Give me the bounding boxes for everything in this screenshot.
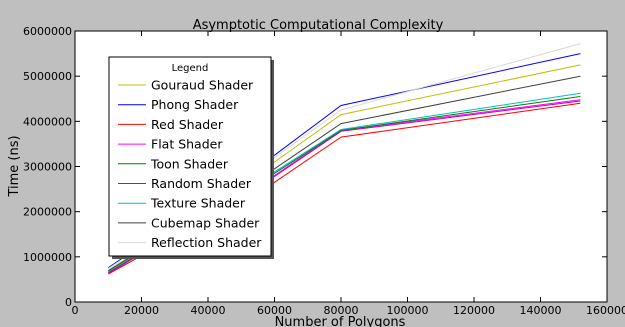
legend-label: Gouraud Shader — [151, 78, 254, 93]
y-tick-label: 3000000 — [23, 161, 72, 174]
legend-label: Cubemap Shader — [151, 215, 260, 230]
legend-title: Legend — [172, 63, 209, 74]
y-tick-label: 6000000 — [23, 25, 72, 38]
x-tick-label: 100000 — [387, 304, 429, 317]
y-tick-label: 0 — [65, 296, 72, 309]
y-tick-label: 1000000 — [23, 251, 72, 264]
legend-label: Phong Shader — [151, 97, 239, 112]
y-tick-label: 4000000 — [23, 115, 72, 128]
x-tick-label: 20000 — [124, 304, 159, 317]
x-tick-label: 80000 — [324, 304, 359, 317]
legend-label: Reflection Shader — [151, 235, 262, 250]
x-tick-label: 140000 — [520, 304, 562, 317]
x-tick-label: 160000 — [586, 304, 625, 317]
legend-label: Texture Shader — [150, 196, 246, 211]
legend-label: Random Shader — [151, 176, 252, 191]
x-axis-title: Number of Polygons — [275, 315, 406, 327]
legend-label: Toon Shader — [150, 156, 229, 171]
legend-label: Red Shader — [151, 117, 224, 132]
x-tick-label: 0 — [72, 304, 79, 317]
legend-items: Gouraud Shader Phong Shader Red Shader Flat… — [118, 78, 262, 250]
legend: Legend Gouraud Shader Phong Shader Red Sha… — [108, 56, 274, 259]
chart-title: Asymptotic Computational Complexity — [193, 18, 444, 33]
x-tick-label: 40000 — [191, 304, 226, 317]
ticks-layer: 0 20000 40000 60000 80000 100000 120000 140000 1… — [23, 25, 625, 317]
x-tick-label: 60000 — [257, 304, 292, 317]
y-tick-label: 2000000 — [23, 206, 72, 219]
y-tick-label: 5000000 — [23, 70, 72, 83]
x-tick-label: 120000 — [453, 304, 495, 317]
legend-label: Flat Shader — [151, 137, 223, 152]
y-axis-title: Time (ns) — [7, 135, 22, 197]
